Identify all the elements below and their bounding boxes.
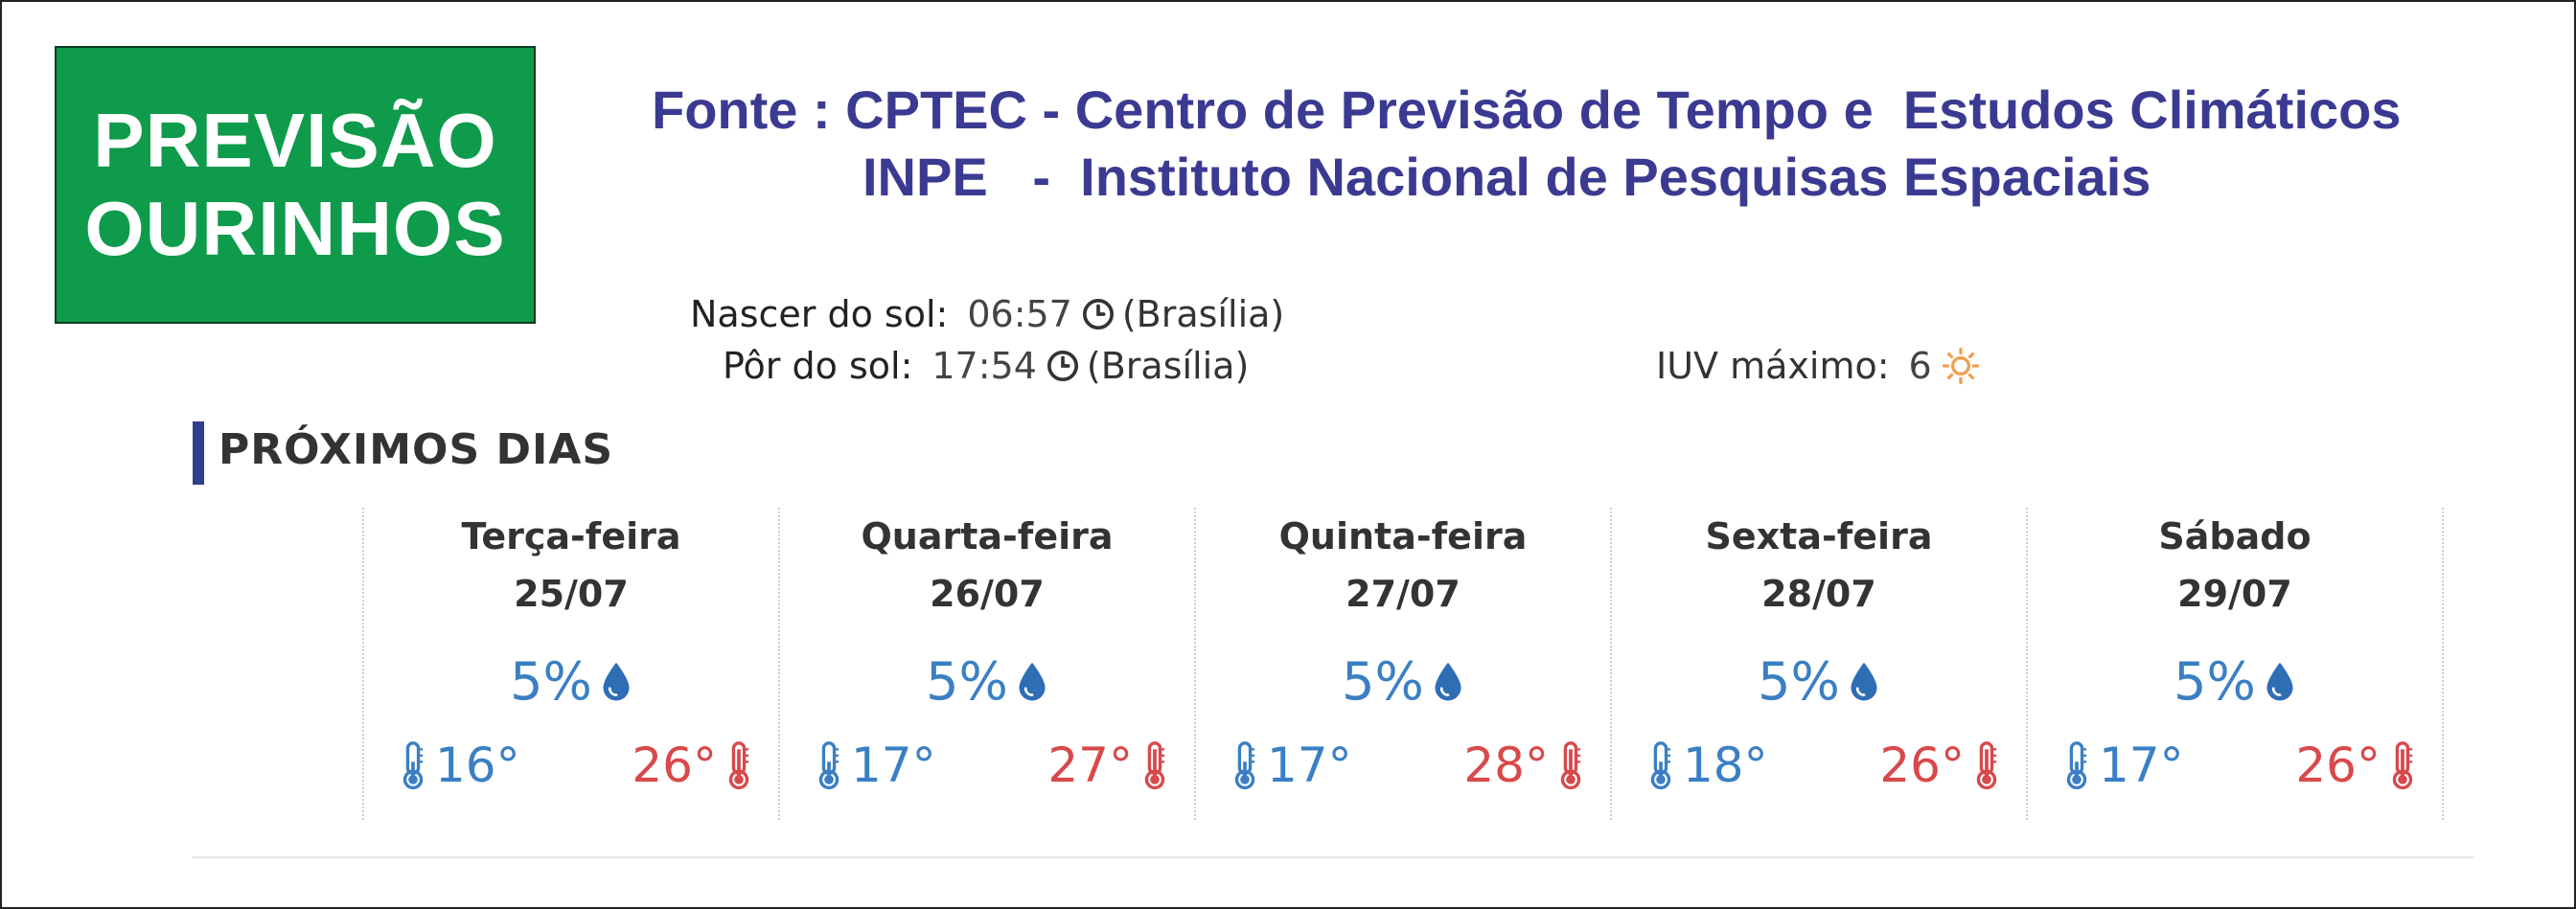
temp-max: 27°: [1047, 738, 1167, 793]
temp-min-value: 17°: [2099, 738, 2184, 793]
day-name: Sexta-feira: [1705, 515, 1933, 557]
temp-min-value: 18°: [1683, 738, 1768, 793]
rain-value: 5%: [1758, 651, 1840, 712]
rain-chance: 5%: [1196, 651, 1610, 712]
temp-max-value: 26°: [1879, 738, 1965, 793]
thermometer-hot-icon: [2392, 741, 2413, 790]
clock-icon: [1082, 298, 1114, 330]
day-card: Quarta-feira 26/07 5% 17° 27°: [778, 508, 1194, 820]
temp-max-value: 26°: [632, 738, 717, 793]
temp-min-value: 16°: [435, 738, 520, 793]
sunset-time: 17:54: [932, 345, 1037, 387]
temp-min: 17°: [2064, 738, 2184, 793]
temp-max-value: 28°: [1463, 738, 1549, 793]
sunset-row: Pôr do sol: 17:54 (Brasília): [723, 345, 1249, 387]
temp-max-value: 27°: [1047, 738, 1133, 793]
thermometer-cold-icon: [818, 741, 840, 790]
rain-value: 5%: [1342, 651, 1424, 712]
section-accent-bar: [193, 421, 204, 485]
day-name: Terça-feira: [461, 515, 681, 557]
day-name: Sábado: [2158, 515, 2312, 557]
temp-min-value: 17°: [1267, 738, 1352, 793]
clock-icon: [1046, 350, 1078, 382]
thermometer-cold-icon: [1650, 741, 1671, 790]
section-title: PRÓXIMOS DIAS: [218, 425, 614, 474]
sunrise-label: Nascer do sol:: [690, 293, 949, 335]
thermometer-hot-icon: [728, 741, 749, 790]
temp-min: 18°: [1648, 738, 1768, 793]
temp-max: 28°: [1463, 738, 1583, 793]
day-date: 25/07: [514, 573, 629, 615]
thermometer-cold-icon: [402, 741, 424, 790]
thermometer-cold-icon: [2066, 741, 2087, 790]
thermometer-hot-icon: [1560, 741, 1581, 790]
source-line-1: Fonte : CPTEC - Centro de Previsão de Te…: [652, 80, 2402, 140]
thermometer-hot-icon: [1976, 741, 1997, 790]
logo-line-1: PREVISÃO: [93, 98, 497, 183]
day-date: 26/07: [930, 573, 1045, 615]
logo-line-2: OURINHOS: [84, 186, 506, 271]
temp-min: 16°: [401, 738, 520, 793]
temp-max: 26°: [1879, 738, 1999, 793]
raindrop-icon: [603, 662, 630, 700]
day-date: 29/07: [2177, 573, 2292, 615]
rain-chance: 5%: [780, 651, 1194, 712]
raindrop-icon: [2266, 662, 2293, 700]
sunset-zone: (Brasília): [1086, 345, 1250, 387]
source-line-2: INPE - Instituto Nacional de Pesquisas E…: [862, 147, 2151, 207]
rain-value: 5%: [2174, 651, 2256, 712]
rain-value: 5%: [926, 651, 1008, 712]
thermometer-hot-icon: [1144, 741, 1165, 790]
logo-box: PREVISÃO OURINHOS: [55, 46, 536, 324]
day-card: Sexta-feira 28/07 5% 18° 26°: [1610, 508, 2026, 820]
rain-chance: 5%: [364, 651, 778, 712]
rain-chance: 5%: [2028, 651, 2442, 712]
day-card: Terça-feira 25/07 5% 16° 26°: [362, 508, 778, 820]
raindrop-icon: [1019, 662, 1046, 700]
sun-icon: [1942, 347, 1979, 385]
sunset-label: Pôr do sol:: [723, 345, 913, 387]
uv-value: 6: [1908, 345, 1932, 387]
rain-value: 5%: [510, 651, 592, 712]
temp-min-value: 17°: [851, 738, 936, 793]
temp-max: 26°: [632, 738, 751, 793]
sunrise-row: Nascer do sol: 06:57 (Brasília): [690, 293, 1284, 335]
sunrise-time: 06:57: [967, 293, 1072, 335]
bottom-divider: [193, 856, 2473, 858]
raindrop-icon: [1435, 662, 1461, 700]
temp-min: 17°: [1232, 738, 1352, 793]
day-name: Quinta-feira: [1278, 515, 1528, 557]
forecast-days: Terça-feira 25/07 5% 16° 26°: [362, 508, 2444, 820]
raindrop-icon: [1851, 662, 1877, 700]
temp-max-value: 26°: [2295, 738, 2380, 793]
uv-label: IUV máximo:: [1656, 345, 1890, 387]
rain-chance: 5%: [1612, 651, 2026, 712]
day-date: 28/07: [1761, 573, 1876, 615]
temp-min: 17°: [816, 738, 936, 793]
temp-max: 26°: [2295, 738, 2415, 793]
thermometer-cold-icon: [1234, 741, 1255, 790]
uv-index: IUV máximo: 6: [1656, 345, 1980, 387]
day-date: 27/07: [1346, 573, 1460, 615]
day-card: Sábado 29/07 5% 17° 26°: [2026, 508, 2444, 820]
day-name: Quarta-feira: [861, 515, 1114, 557]
day-card: Quinta-feira 27/07 5% 17° 28°: [1194, 508, 1610, 820]
sunrise-zone: (Brasília): [1121, 293, 1285, 335]
